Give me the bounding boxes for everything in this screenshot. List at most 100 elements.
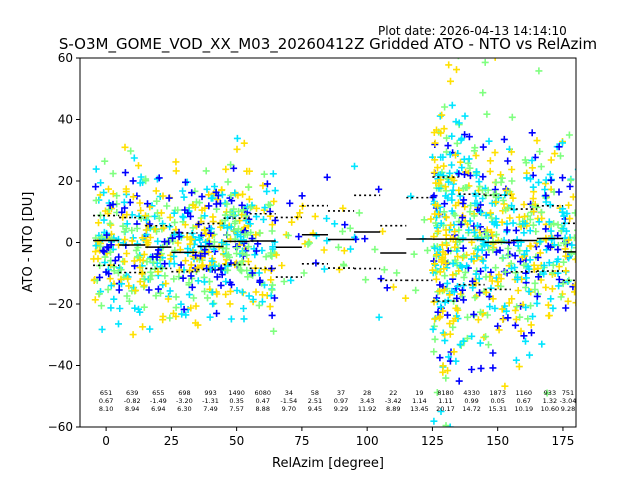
bin-std-11: 8.89: [386, 405, 400, 413]
bin-mean-2: -1.49: [150, 397, 167, 405]
scatter-marker-group-bin-9-3: [335, 204, 348, 274]
bin-count-8: 58: [311, 389, 319, 397]
scatter-marker-group-bin-11-2: [377, 275, 391, 292]
scatter-marker-group-bin-10-1: [351, 162, 383, 321]
bin-mean-3: -3.20: [176, 397, 193, 405]
scatter-marker-group-bin-14-2: [455, 131, 489, 385]
bin-stat-9: 37 0.97 9.29: [334, 389, 348, 413]
bin-count-11: 22: [389, 389, 397, 397]
bin-std-1: 8.94: [125, 405, 139, 413]
scatter-marker-group-bin-18-3: [561, 191, 576, 307]
scatter-marker-group-bin-11-0: [380, 266, 401, 277]
bin-std-4: 7.49: [203, 405, 217, 413]
bin-stat-10: 28 3.43 11.92: [358, 389, 377, 413]
x-tick-label-6: 150: [486, 434, 509, 448]
bin-count-15: 1873: [489, 389, 506, 397]
bin-count-16: 1160: [516, 389, 533, 397]
chart-title: S-O3M_GOME_VOD_XX_M03_20260412Z Gridded …: [59, 35, 597, 54]
bin-stat-14: 4330 0.99 14.72: [462, 389, 481, 413]
bin-std-17: 10.60: [541, 405, 560, 413]
bin-count-3: 698: [178, 389, 190, 397]
scatter-marker-group-bin-7-2: [280, 232, 292, 285]
bin-count-14: 4330: [463, 389, 480, 397]
bin-stat-8: 58 2.51 9.45: [308, 389, 322, 413]
bin-mean-0: 0.67: [99, 397, 113, 405]
x-tick-label-7: 175: [551, 434, 574, 448]
bin-count-5: 1490: [228, 389, 245, 397]
bin-std-9: 9.29: [334, 405, 348, 413]
bin-mean-15: 0.05: [490, 397, 504, 405]
bin-std-2: 6.94: [151, 405, 165, 413]
bin-stat-5: 1490 0.35 7.57: [228, 389, 245, 413]
bin-count-4: 993: [204, 389, 216, 397]
bin-mean-7: -1.54: [280, 397, 297, 405]
scatter-marker-group-bin-8-1: [312, 215, 331, 273]
scatter-marker-group-bin-18-2: [559, 131, 576, 288]
scatter-marker-group-bin-3-3: [169, 178, 200, 313]
bin-std-15: 15.31: [488, 405, 507, 413]
x-tick-label-2: 50: [229, 434, 244, 448]
scatter-marker-group-bin-12-0: [407, 192, 427, 243]
bin-count-10: 28: [363, 389, 371, 397]
bin-stat-13: 8180 1.11 20.17: [436, 389, 455, 413]
bin-std-14: 14.72: [462, 405, 481, 413]
scatter-points: [90, 58, 576, 427]
scatter-marker-group-bin-7-0: [287, 276, 295, 284]
bin-statistics-lines: [93, 176, 576, 302]
bin-mean-17: 1.32: [543, 397, 557, 405]
bin-stat-16: 1160 0.67 10.19: [514, 389, 533, 413]
scatter-marker-group-bin-4-3: [194, 183, 226, 321]
y-tick-label-3: 0: [65, 236, 73, 250]
scatter-marker-group-bin-9-2: [341, 221, 349, 229]
bin-std-0: 8.10: [99, 405, 113, 413]
bin-mean-11: -3.42: [385, 397, 402, 405]
bin-stat-1: 639 -0.82 8.94: [124, 389, 141, 413]
plot-date: Plot date: 2026-04-13 14:14:10: [378, 24, 567, 38]
y-tick-label-6: 60: [58, 51, 73, 65]
bin-std-13: 20.17: [436, 405, 455, 413]
bin-stat-12: 19 1.14 13.45: [410, 389, 429, 413]
bin-count-0: 651: [100, 389, 112, 397]
x-tick-label-5: 125: [421, 434, 444, 448]
scatter-marker-group-bin-8-2: [298, 173, 331, 267]
x-tick-label-1: 25: [164, 434, 179, 448]
scatter-marker-group-bin-8-3: [300, 239, 313, 277]
y-axis-ticks: −60 −40 −20 0 20 40 60: [48, 51, 80, 434]
y-tick-label-2: −20: [48, 297, 73, 311]
scatter-marker-group-bin-0-3: [92, 183, 123, 281]
bin-count-12: 19: [415, 389, 423, 397]
bin-count-18: 751: [562, 389, 574, 397]
bin-count-1: 639: [126, 389, 138, 397]
bin-std-12: 13.45: [410, 405, 429, 413]
bin-std-16: 10.19: [514, 405, 533, 413]
scatter-marker-group-bin-1-3: [117, 143, 148, 339]
bin-stat-15: 1873 0.05 15.31: [488, 389, 507, 413]
bin-count-2: 655: [152, 389, 164, 397]
y-tick-label-1: −40: [48, 359, 73, 373]
bin-stat-3: 698 -3.20 6.30: [176, 389, 193, 413]
scatter-marker-group-bin-7-3: [286, 199, 303, 241]
x-tick-label-3: 75: [294, 434, 309, 448]
bin-mean-8: 2.51: [308, 397, 322, 405]
scatter-marker-group-bin-14-3: [455, 112, 489, 349]
x-tick-label-4: 100: [356, 434, 379, 448]
scatter-marker-group-bin-2-3: [144, 174, 173, 294]
bin-mean-9: 0.97: [334, 397, 348, 405]
y-tick-label-5: 40: [58, 113, 73, 127]
bin-std-5: 7.57: [229, 405, 243, 413]
y-axis-label: ATO - NTO [DU]: [21, 192, 36, 293]
bin-std-10: 11.92: [358, 405, 377, 413]
bin-std-3: 6.30: [177, 405, 191, 413]
bin-mean-1: -0.82: [124, 397, 141, 405]
bin-stat-11: 22 -3.42 8.89: [385, 389, 402, 413]
bin-count-17: 933: [544, 389, 556, 397]
scatter-marker-group-bin-9-0: [331, 220, 354, 253]
scatter-marker-group-bin-13-2: [429, 101, 462, 427]
scatter-marker-group-bin-11-1: [379, 227, 410, 302]
scatter-marker-group-bin-0-2: [92, 157, 122, 310]
bin-stat-18: 751 -3.04 9.28: [560, 389, 577, 413]
y-tick-label-0: −60: [48, 420, 73, 434]
bin-count-6: 6080: [254, 389, 271, 397]
bin-stat-4: 993 -1.31 7.49: [202, 389, 219, 413]
